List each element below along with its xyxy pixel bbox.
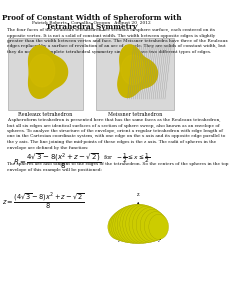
Circle shape <box>126 204 157 244</box>
Circle shape <box>115 206 144 243</box>
Text: The spheres are also tangent to the edges of the tetrahedron. So the centers of : The spheres are also tangent to the edge… <box>7 162 228 172</box>
Text: $-\frac{1}{2}$: $-\frac{1}{2}$ <box>114 235 121 246</box>
Polygon shape <box>118 45 158 98</box>
Circle shape <box>133 206 161 243</box>
Circle shape <box>111 209 136 242</box>
Text: $z = \dfrac{(4\sqrt{3}-8)x^2+z-\sqrt{2}}{8}$: $z = \dfrac{(4\sqrt{3}-8)x^2+z-\sqrt{2}}… <box>2 192 85 212</box>
Circle shape <box>140 209 165 242</box>
Text: $\frac{1}{2}$: $\frac{1}{2}$ <box>157 235 161 246</box>
Text: Reuleaux tetrahedron: Reuleaux tetrahedron <box>18 112 72 117</box>
Circle shape <box>113 208 140 242</box>
FancyBboxPatch shape <box>8 38 83 110</box>
Text: for $\;-\dfrac{1}{2}\leq x\leq\dfrac{1}{2}$: for $\;-\dfrac{1}{2}\leq x\leq\dfrac{1}{… <box>103 151 150 165</box>
Text: $R = \dfrac{4\sqrt{3}-8(x^2+z-\sqrt{2})}{8}$: $R = \dfrac{4\sqrt{3}-8(x^2+z-\sqrt{2})}… <box>13 152 101 172</box>
Circle shape <box>120 204 151 244</box>
Circle shape <box>136 208 164 242</box>
Circle shape <box>108 214 128 239</box>
FancyBboxPatch shape <box>96 38 174 110</box>
Circle shape <box>149 214 169 239</box>
Circle shape <box>123 204 154 244</box>
Polygon shape <box>29 46 67 98</box>
Circle shape <box>117 205 147 243</box>
Text: z: z <box>137 192 140 197</box>
Text: The four faces of the Reuleaux tetrahedron are sections of sphere surface, each : The four faces of the Reuleaux tetrahedr… <box>7 28 227 54</box>
Text: Meissner tetrahedron: Meissner tetrahedron <box>108 112 162 117</box>
Circle shape <box>144 212 167 241</box>
Circle shape <box>109 212 132 241</box>
Text: x: x <box>164 230 167 235</box>
Polygon shape <box>29 55 55 87</box>
Text: A spheroform tetrahedron is presented here that has the same faces as the Reulea: A spheroform tetrahedron is presented he… <box>7 118 225 149</box>
Text: Patrick Roberts   Corvallis, Oregon   August 20, 2012: Patrick Roberts Corvallis, Oregon August… <box>32 21 151 25</box>
Circle shape <box>129 205 159 243</box>
Text: Proof of Constant Width of Spheroform with Tetrahedral Symmetry: Proof of Constant Width of Spheroform wi… <box>1 14 181 31</box>
Polygon shape <box>121 55 145 85</box>
Text: 0: 0 <box>139 235 142 239</box>
